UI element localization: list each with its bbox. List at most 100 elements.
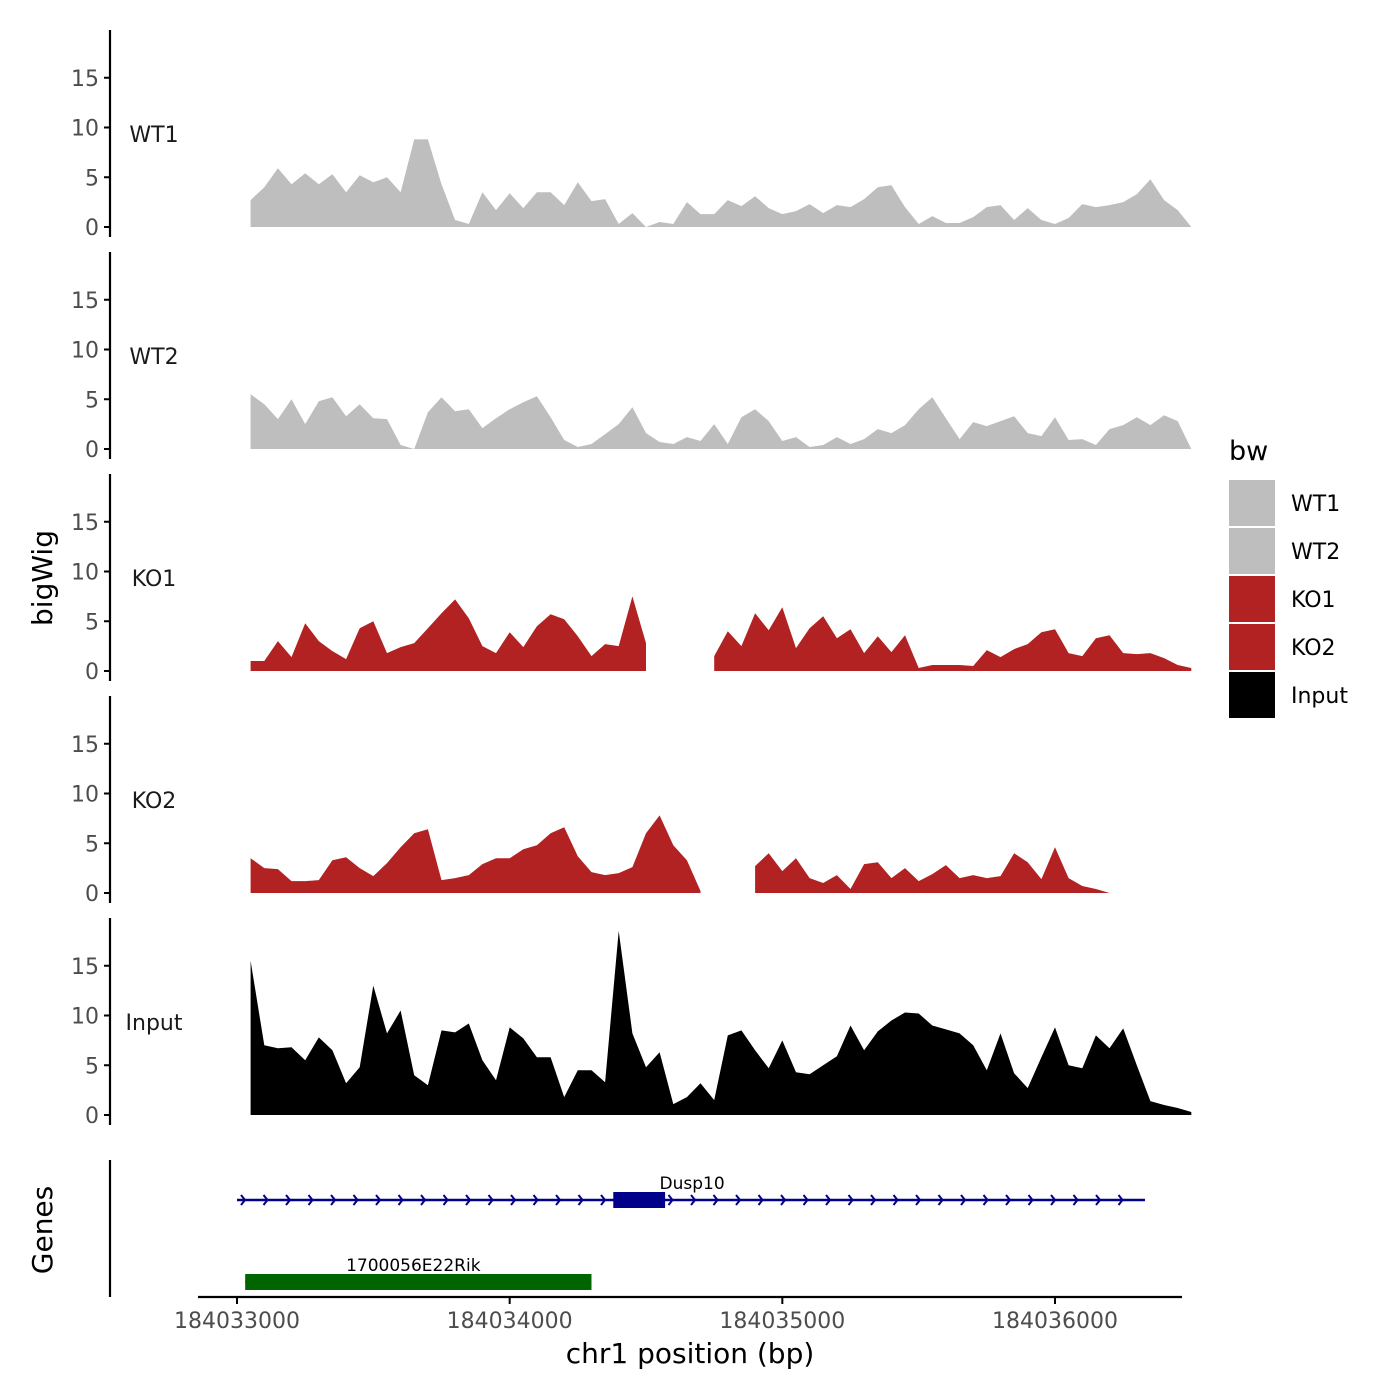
y-tick-label: 0 [85, 882, 99, 907]
y-tick-label: 10 [71, 117, 99, 142]
strand-arrow [375, 1194, 382, 1206]
strand-arrow [712, 1194, 719, 1206]
y-tick-label: 15 [71, 67, 99, 92]
genes-axis-label: Genes [26, 1186, 59, 1274]
strand-arrow [1027, 1194, 1034, 1206]
coverage-area-wt1 [250, 139, 1192, 227]
legend-label-wt2: WT2 [1291, 540, 1340, 565]
strand-arrow [487, 1194, 494, 1206]
coverage-area-wt2 [250, 394, 1192, 449]
y-tick-label: 0 [85, 438, 99, 463]
y-tick-label: 15 [71, 733, 99, 758]
strand-arrow [352, 1194, 359, 1206]
y-tick-label: 5 [85, 832, 99, 857]
legend-key-wt1 [1229, 480, 1275, 526]
strand-arrow [667, 1194, 674, 1206]
legend-key-wt2 [1229, 528, 1275, 574]
x-tick-label: 184036000 [992, 1309, 1118, 1334]
strand-arrow [577, 1194, 584, 1206]
strand-arrow [240, 1194, 247, 1206]
track-input: 0 5 10 15 Input [71, 918, 1192, 1129]
legend: bw WT1 WT2 KO1 KO2 Input [1229, 436, 1348, 718]
strand-arrow [690, 1194, 697, 1206]
gene-label-1700056e22rik: 1700056E22Rik [346, 1256, 481, 1276]
y-tick-label: 15 [71, 289, 99, 314]
strand-arrow [780, 1194, 787, 1206]
x-axis-label: chr1 position (bp) [566, 1337, 815, 1370]
y-tick-label: 10 [71, 339, 99, 364]
y-tick-label: 10 [71, 783, 99, 808]
strand-arrow [825, 1194, 832, 1206]
coverage-area-ko2 [755, 847, 1110, 893]
coverage-area-input [250, 930, 1192, 1115]
track-label-wt2: WT2 [129, 345, 178, 370]
strand-arrow [1050, 1194, 1057, 1206]
y-tick-label: 5 [85, 610, 99, 635]
gene-1700056e22rik: 1700056E22Rik [245, 1256, 592, 1290]
gene-label-dusp10: Dusp10 [660, 1174, 725, 1194]
strand-arrow [870, 1194, 877, 1206]
strand-arrow [420, 1194, 427, 1206]
y-axis-label: bigWig [26, 530, 59, 626]
strand-arrow [397, 1194, 404, 1206]
y-tick-label: 0 [85, 1104, 99, 1129]
legend-label-ko1: KO1 [1291, 588, 1336, 613]
coverage-area-ko1 [714, 607, 1192, 671]
legend-label-input: Input [1291, 684, 1348, 709]
y-tick-label: 5 [85, 388, 99, 413]
strand-arrow [960, 1194, 967, 1206]
strand-arrow [465, 1194, 472, 1206]
strand-arrow [802, 1194, 809, 1206]
x-tick-label: 184034000 [447, 1309, 573, 1334]
legend-key-ko1 [1229, 576, 1275, 622]
track-wt1: 0 5 10 15 WT1 [71, 30, 1192, 241]
y-tick-label: 10 [71, 561, 99, 586]
strand-arrow [892, 1194, 899, 1206]
strand-arrow [262, 1194, 269, 1206]
legend-label-ko2: KO2 [1291, 636, 1336, 661]
strand-arrow [600, 1194, 607, 1206]
legend-key-input [1229, 672, 1275, 718]
legend-key-ko2 [1229, 624, 1275, 670]
y-tick-label: 5 [85, 166, 99, 191]
legend-label-wt1: WT1 [1291, 492, 1340, 517]
y-tick-label: 5 [85, 1054, 99, 1079]
track-ko1: 0 5 10 15 KO1 [71, 474, 1192, 685]
strand-arrow [1005, 1194, 1012, 1206]
strand-arrow [1095, 1194, 1102, 1206]
y-tick-label: 0 [85, 660, 99, 685]
coverage-area-ko1 [250, 596, 646, 671]
strand-arrow [757, 1194, 764, 1206]
strand-arrow [532, 1194, 539, 1206]
x-axis: 184033000 184034000 184035000 184036000 [174, 1295, 1182, 1334]
gene-track: Dusp10 1700056E22Rik [108, 1160, 1145, 1297]
track-label-ko1: KO1 [132, 567, 177, 592]
coverage-tracks: 0 5 10 15 WT1 0 5 10 15 WT2 0 5 10 15 KO1 0 5 10 15 KO2 0 5 10… [71, 30, 1192, 1129]
strand-arrow [307, 1194, 314, 1206]
strand-arrow [847, 1194, 854, 1206]
gene-exon [613, 1192, 666, 1208]
x-tick-label: 184033000 [174, 1309, 300, 1334]
strand-arrow [1117, 1194, 1124, 1206]
strand-arrow [555, 1194, 562, 1206]
strand-arrow [330, 1194, 337, 1206]
x-tick-label: 184035000 [719, 1309, 845, 1334]
y-tick-label: 10 [71, 1005, 99, 1030]
track-label-wt1: WT1 [129, 123, 178, 148]
strand-arrow [735, 1194, 742, 1206]
track-wt2: 0 5 10 15 WT2 [71, 252, 1192, 463]
strand-arrow [937, 1194, 944, 1206]
strand-arrow [285, 1194, 292, 1206]
strand-arrow [982, 1194, 989, 1206]
strand-arrow [915, 1194, 922, 1206]
gene-exon [245, 1274, 592, 1290]
coverage-area-ko2 [250, 815, 701, 893]
y-tick-label: 15 [71, 511, 99, 536]
strand-arrow [442, 1194, 449, 1206]
track-label-input: Input [126, 1011, 183, 1036]
track-ko2: 0 5 10 15 KO2 [71, 696, 1110, 907]
strand-arrow [1072, 1194, 1079, 1206]
track-label-ko2: KO2 [132, 789, 177, 814]
strand-arrow [510, 1194, 517, 1206]
